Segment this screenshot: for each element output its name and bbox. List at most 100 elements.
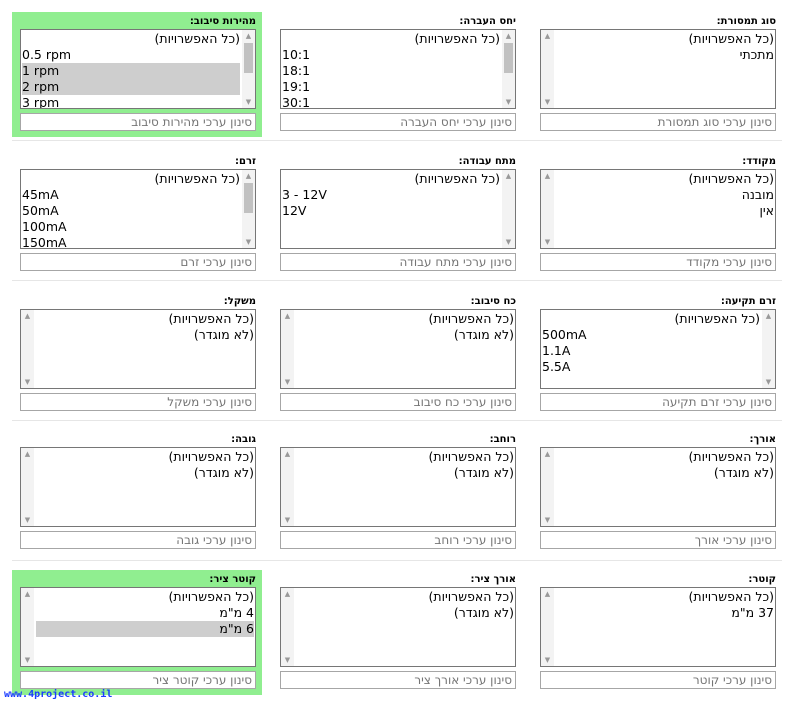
scroll-down-arrow-icon[interactable]: ▼ [544, 516, 551, 524]
filter-search-input[interactable] [280, 671, 516, 689]
option-all[interactable]: (כל האפשרויות) [688, 171, 774, 186]
filter-listbox[interactable]: ▲ ▼ (כל האפשרויות) (לא מוגדר) [280, 587, 516, 667]
list-option[interactable]: 50mA [22, 203, 59, 218]
scroll-up-arrow-icon[interactable]: ▲ [245, 172, 252, 180]
filter-search-input[interactable] [540, 253, 776, 271]
list-option[interactable]: 6 מ"מ [36, 621, 254, 637]
list-option[interactable]: מובנה [741, 187, 774, 202]
scroll-down-arrow-icon[interactable]: ▼ [765, 378, 772, 386]
listbox-scrollbar[interactable]: ▲ ▼ [502, 30, 515, 108]
list-option[interactable]: מתכתי [739, 47, 774, 62]
filter-search-input[interactable] [280, 531, 516, 549]
scroll-up-arrow-icon[interactable]: ▲ [24, 450, 31, 458]
scroll-up-arrow-icon[interactable]: ▲ [284, 590, 291, 598]
scroll-down-arrow-icon[interactable]: ▼ [245, 238, 252, 246]
option-all[interactable]: (כל האפשרויות) [154, 171, 240, 186]
filter-listbox[interactable]: ▲ ▼ (כל האפשרויות) 3 - 12V 12V [280, 169, 516, 249]
filter-listbox[interactable]: ▲ ▼ (כל האפשרויות) 37 מ"מ [540, 587, 776, 667]
list-option[interactable]: 19:1 [282, 79, 311, 94]
scroll-up-arrow-icon[interactable]: ▲ [544, 590, 551, 598]
list-option[interactable]: 30:1 [282, 95, 311, 109]
filter-listbox[interactable]: ▲ ▼ (כל האפשרויות) (לא מוגדר) [280, 309, 516, 389]
option-all[interactable]: (כל האפשרויות) [168, 311, 254, 326]
option-all[interactable]: (כל האפשרויות) [168, 449, 254, 464]
scroll-up-arrow-icon[interactable]: ▲ [505, 172, 512, 180]
scroll-up-arrow-icon[interactable]: ▲ [24, 312, 31, 320]
list-option[interactable]: 4 מ"מ [219, 605, 254, 620]
listbox-scrollbar[interactable]: ▲ ▼ [541, 448, 554, 526]
list-option[interactable]: 45mA [22, 187, 59, 202]
scroll-up-arrow-icon[interactable]: ▲ [284, 450, 291, 458]
scroll-down-arrow-icon[interactable]: ▼ [24, 656, 31, 664]
filter-listbox[interactable]: ▲ ▼ (כל האפשרויות) מתכתי [540, 29, 776, 109]
filter-listbox[interactable]: ▲ ▼ (כל האפשרויות) 10:1 18:1 19:1 30:1 [280, 29, 516, 109]
listbox-scrollbar[interactable]: ▲ ▼ [541, 30, 554, 108]
option-all[interactable]: (כל האפשרויות) [168, 589, 254, 604]
list-option[interactable]: (לא מוגדר) [193, 327, 254, 342]
scroll-down-arrow-icon[interactable]: ▼ [505, 98, 512, 106]
filter-search-input[interactable] [20, 113, 256, 131]
option-all[interactable]: (כל האפשרויות) [414, 171, 500, 186]
scroll-up-arrow-icon[interactable]: ▲ [505, 32, 512, 40]
filter-search-input[interactable] [280, 253, 516, 271]
scroll-down-arrow-icon[interactable]: ▼ [284, 516, 291, 524]
scroll-thumb[interactable] [244, 43, 253, 73]
filter-listbox[interactable]: ▲ ▼ (כל האפשרויות) מובנה אין [540, 169, 776, 249]
list-option[interactable]: 10:1 [282, 47, 311, 62]
option-all[interactable]: (כל האפשרויות) [688, 31, 774, 46]
listbox-scrollbar[interactable]: ▲ ▼ [281, 588, 294, 666]
filter-listbox[interactable]: ▲ ▼ (כל האפשרויות) 0.5 rpm 1 rpm 2 rpm 3 rpm [20, 29, 256, 109]
filter-listbox[interactable]: ▲ ▼ (כל האפשרויות) (לא מוגדר) [540, 447, 776, 527]
list-option[interactable]: 1 rpm [22, 63, 240, 79]
scroll-down-arrow-icon[interactable]: ▼ [284, 378, 291, 386]
option-all[interactable]: (כל האפשרויות) [428, 449, 514, 464]
list-option[interactable]: 12V [282, 203, 307, 218]
list-option[interactable]: 0.5 rpm [22, 47, 72, 62]
listbox-scrollbar[interactable]: ▲ ▼ [242, 30, 255, 108]
filter-listbox[interactable]: ▲ ▼ (כל האפשרויות) 4 מ"מ 6 מ"מ [20, 587, 256, 667]
option-all[interactable]: (כל האפשרויות) [154, 31, 240, 46]
scroll-down-arrow-icon[interactable]: ▼ [544, 238, 551, 246]
listbox-scrollbar[interactable]: ▲ ▼ [541, 588, 554, 666]
option-all[interactable]: (כל האפשרויות) [688, 589, 774, 604]
list-option[interactable]: (לא מוגדר) [453, 327, 514, 342]
scroll-up-arrow-icon[interactable]: ▲ [284, 312, 291, 320]
scroll-up-arrow-icon[interactable]: ▲ [544, 172, 551, 180]
list-option[interactable]: 150mA [22, 235, 67, 249]
list-option[interactable]: 2 rpm [22, 79, 240, 95]
filter-listbox[interactable]: ▲ ▼ (כל האפשרויות) 45mA 50mA 100mA 150mA [20, 169, 256, 249]
filter-search-input[interactable] [20, 253, 256, 271]
filter-listbox[interactable]: ▲ ▼ (כל האפשרויות) (לא מוגדר) [20, 309, 256, 389]
scroll-up-arrow-icon[interactable]: ▲ [544, 32, 551, 40]
list-option[interactable]: 3 rpm [22, 95, 60, 109]
list-option[interactable]: (לא מוגדר) [453, 605, 514, 620]
scroll-thumb[interactable] [244, 183, 253, 213]
list-option[interactable]: אין [759, 203, 774, 218]
filter-listbox[interactable]: ▲ ▼ (כל האפשרויות) (לא מוגדר) [20, 447, 256, 527]
scroll-down-arrow-icon[interactable]: ▼ [24, 378, 31, 386]
list-option[interactable]: 100mA [22, 219, 67, 234]
listbox-scrollbar[interactable]: ▲ ▼ [281, 310, 294, 388]
option-all[interactable]: (כל האפשרויות) [674, 311, 760, 326]
filter-search-input[interactable] [540, 393, 776, 411]
scroll-up-arrow-icon[interactable]: ▲ [544, 450, 551, 458]
scroll-up-arrow-icon[interactable]: ▲ [24, 590, 31, 598]
scroll-up-arrow-icon[interactable]: ▲ [765, 312, 772, 320]
filter-search-input[interactable] [540, 113, 776, 131]
listbox-scrollbar[interactable]: ▲ ▼ [21, 588, 34, 666]
listbox-scrollbar[interactable]: ▲ ▼ [281, 448, 294, 526]
filter-search-input[interactable] [20, 531, 256, 549]
filter-listbox[interactable]: ▲ ▼ (כל האפשרויות) 500mA 1.1A 5.5A [540, 309, 776, 389]
option-all[interactable]: (כל האפשרויות) [688, 449, 774, 464]
list-option[interactable]: (לא מוגדר) [453, 465, 514, 480]
list-option[interactable]: 37 מ"מ [731, 605, 774, 620]
scroll-down-arrow-icon[interactable]: ▼ [505, 238, 512, 246]
listbox-scrollbar[interactable]: ▲ ▼ [21, 448, 34, 526]
list-option[interactable]: (לא מוגדר) [713, 465, 774, 480]
scroll-down-arrow-icon[interactable]: ▼ [245, 98, 252, 106]
listbox-scrollbar[interactable]: ▲ ▼ [21, 310, 34, 388]
listbox-scrollbar[interactable]: ▲ ▼ [242, 170, 255, 248]
list-option[interactable]: 18:1 [282, 63, 311, 78]
listbox-scrollbar[interactable]: ▲ ▼ [541, 170, 554, 248]
option-all[interactable]: (כל האפשרויות) [428, 311, 514, 326]
